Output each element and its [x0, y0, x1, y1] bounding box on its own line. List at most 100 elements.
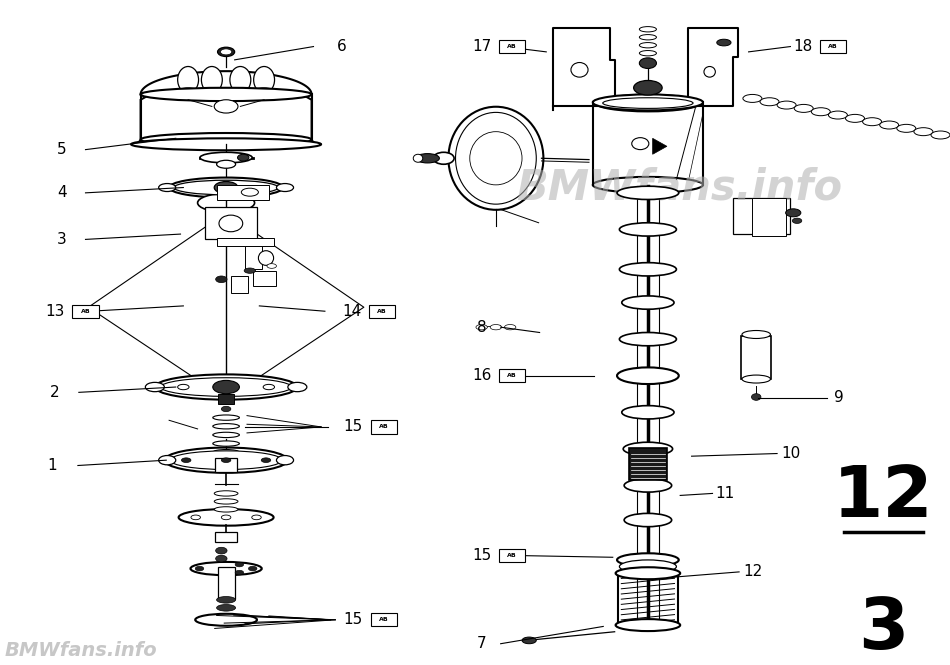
- Ellipse shape: [174, 180, 278, 195]
- Polygon shape: [688, 28, 738, 106]
- Ellipse shape: [214, 182, 238, 194]
- Bar: [72, 305, 99, 318]
- Bar: [741, 336, 771, 379]
- Ellipse shape: [742, 375, 770, 383]
- Ellipse shape: [198, 194, 255, 212]
- Ellipse shape: [639, 35, 656, 40]
- Polygon shape: [141, 94, 312, 140]
- Text: 5: 5: [57, 142, 67, 157]
- Text: 1: 1: [48, 458, 57, 473]
- Ellipse shape: [131, 138, 321, 150]
- Ellipse shape: [828, 111, 847, 119]
- Text: 15: 15: [344, 612, 363, 627]
- Bar: [253, 271, 276, 286]
- Ellipse shape: [218, 47, 235, 57]
- Ellipse shape: [276, 184, 294, 192]
- Ellipse shape: [794, 104, 813, 112]
- Ellipse shape: [169, 178, 283, 198]
- Ellipse shape: [170, 451, 282, 469]
- Ellipse shape: [811, 108, 830, 116]
- Ellipse shape: [196, 614, 256, 626]
- Ellipse shape: [190, 562, 262, 575]
- Ellipse shape: [751, 394, 761, 400]
- Ellipse shape: [634, 80, 662, 95]
- Ellipse shape: [196, 567, 203, 571]
- Ellipse shape: [221, 515, 231, 520]
- Ellipse shape: [639, 51, 656, 56]
- Bar: [370, 420, 397, 434]
- Text: AB: AB: [507, 373, 517, 378]
- Ellipse shape: [221, 458, 231, 463]
- Text: BMWfans.info: BMWfans.info: [516, 166, 843, 209]
- Ellipse shape: [470, 132, 522, 185]
- Ellipse shape: [254, 88, 275, 96]
- Text: 11: 11: [715, 486, 734, 501]
- Text: 15: 15: [472, 548, 491, 563]
- Text: 13: 13: [46, 304, 65, 319]
- Ellipse shape: [161, 378, 292, 396]
- Polygon shape: [553, 28, 615, 110]
- Ellipse shape: [433, 152, 454, 164]
- Ellipse shape: [181, 458, 191, 463]
- Text: 12: 12: [744, 565, 763, 579]
- Ellipse shape: [639, 27, 656, 32]
- Ellipse shape: [624, 479, 672, 492]
- Text: 12: 12: [833, 463, 934, 532]
- Ellipse shape: [236, 562, 243, 567]
- Text: AB: AB: [507, 44, 517, 49]
- Ellipse shape: [216, 276, 227, 283]
- Ellipse shape: [619, 223, 676, 236]
- Ellipse shape: [639, 58, 656, 68]
- Ellipse shape: [623, 442, 673, 456]
- Ellipse shape: [622, 296, 674, 309]
- Ellipse shape: [476, 325, 487, 330]
- Ellipse shape: [704, 66, 715, 77]
- Bar: [820, 40, 846, 53]
- Text: AB: AB: [507, 553, 517, 558]
- Ellipse shape: [201, 66, 222, 93]
- Ellipse shape: [786, 209, 801, 217]
- Ellipse shape: [632, 138, 649, 150]
- Ellipse shape: [639, 43, 656, 48]
- Ellipse shape: [141, 133, 312, 146]
- Ellipse shape: [596, 95, 700, 111]
- Ellipse shape: [522, 637, 537, 644]
- Ellipse shape: [618, 553, 679, 567]
- Text: 15: 15: [344, 420, 363, 434]
- Bar: [217, 185, 269, 199]
- Ellipse shape: [164, 448, 288, 473]
- Polygon shape: [653, 138, 667, 154]
- Ellipse shape: [214, 499, 238, 504]
- Bar: [245, 246, 262, 269]
- Ellipse shape: [217, 604, 236, 611]
- Ellipse shape: [159, 184, 176, 192]
- Text: AB: AB: [81, 309, 90, 314]
- Ellipse shape: [716, 39, 732, 46]
- Ellipse shape: [213, 450, 239, 455]
- Ellipse shape: [619, 263, 676, 276]
- Bar: [499, 549, 525, 562]
- Ellipse shape: [490, 325, 502, 330]
- Ellipse shape: [254, 66, 275, 93]
- Ellipse shape: [218, 215, 243, 231]
- Ellipse shape: [263, 384, 275, 390]
- Ellipse shape: [448, 106, 543, 210]
- Ellipse shape: [618, 186, 679, 200]
- Ellipse shape: [603, 98, 694, 108]
- Ellipse shape: [792, 218, 802, 223]
- Text: 8: 8: [477, 320, 486, 334]
- Ellipse shape: [191, 515, 200, 520]
- Ellipse shape: [213, 432, 239, 438]
- Text: 17: 17: [472, 39, 491, 54]
- Bar: [593, 102, 703, 185]
- Bar: [218, 394, 234, 404]
- Text: 10: 10: [782, 446, 801, 461]
- Text: 9: 9: [834, 390, 844, 405]
- Ellipse shape: [252, 515, 261, 520]
- Bar: [218, 567, 235, 599]
- Ellipse shape: [760, 98, 779, 106]
- Bar: [752, 198, 786, 236]
- Ellipse shape: [914, 128, 933, 136]
- Ellipse shape: [213, 380, 239, 394]
- Ellipse shape: [258, 251, 274, 265]
